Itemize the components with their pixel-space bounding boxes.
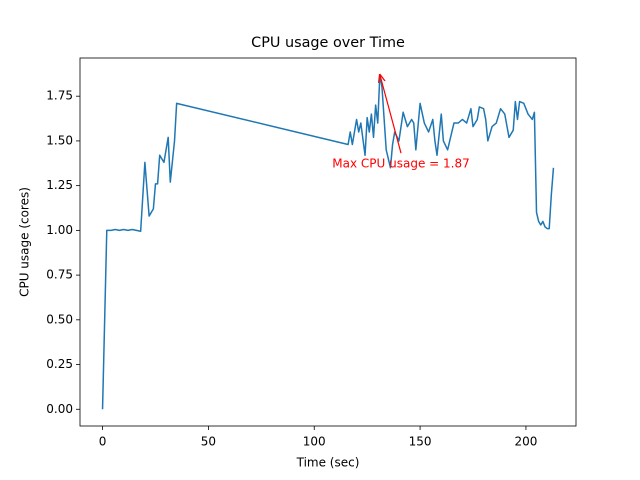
y-tick-label: 0.25 xyxy=(46,357,73,371)
x-tick-label: 150 xyxy=(409,435,432,449)
x-tick-label: 200 xyxy=(514,435,537,449)
x-tick-label: 100 xyxy=(303,435,326,449)
data-line xyxy=(101,73,555,410)
y-tick-label: 0.75 xyxy=(46,268,73,282)
y-tick-label: 1.00 xyxy=(46,223,73,237)
annotation-text: Max CPU usage = 1.87 xyxy=(332,157,469,171)
y-tick-label: 0.50 xyxy=(46,312,73,326)
plot-frame xyxy=(79,57,577,427)
y-tick-label: 1.50 xyxy=(46,133,73,147)
x-axis-label: Time (sec) xyxy=(296,456,360,470)
y-tick-label: 1.25 xyxy=(46,178,73,192)
y-tick-label: 0.00 xyxy=(46,402,73,416)
chart-title: CPU usage over Time xyxy=(251,35,405,51)
y-tick-label: 1.75 xyxy=(46,89,73,103)
annotation-arrow xyxy=(380,75,402,154)
x-tick-label: 0 xyxy=(99,435,107,449)
y-axis-label: CPU usage (cores) xyxy=(18,187,32,297)
x-tick-label: 50 xyxy=(201,435,216,449)
